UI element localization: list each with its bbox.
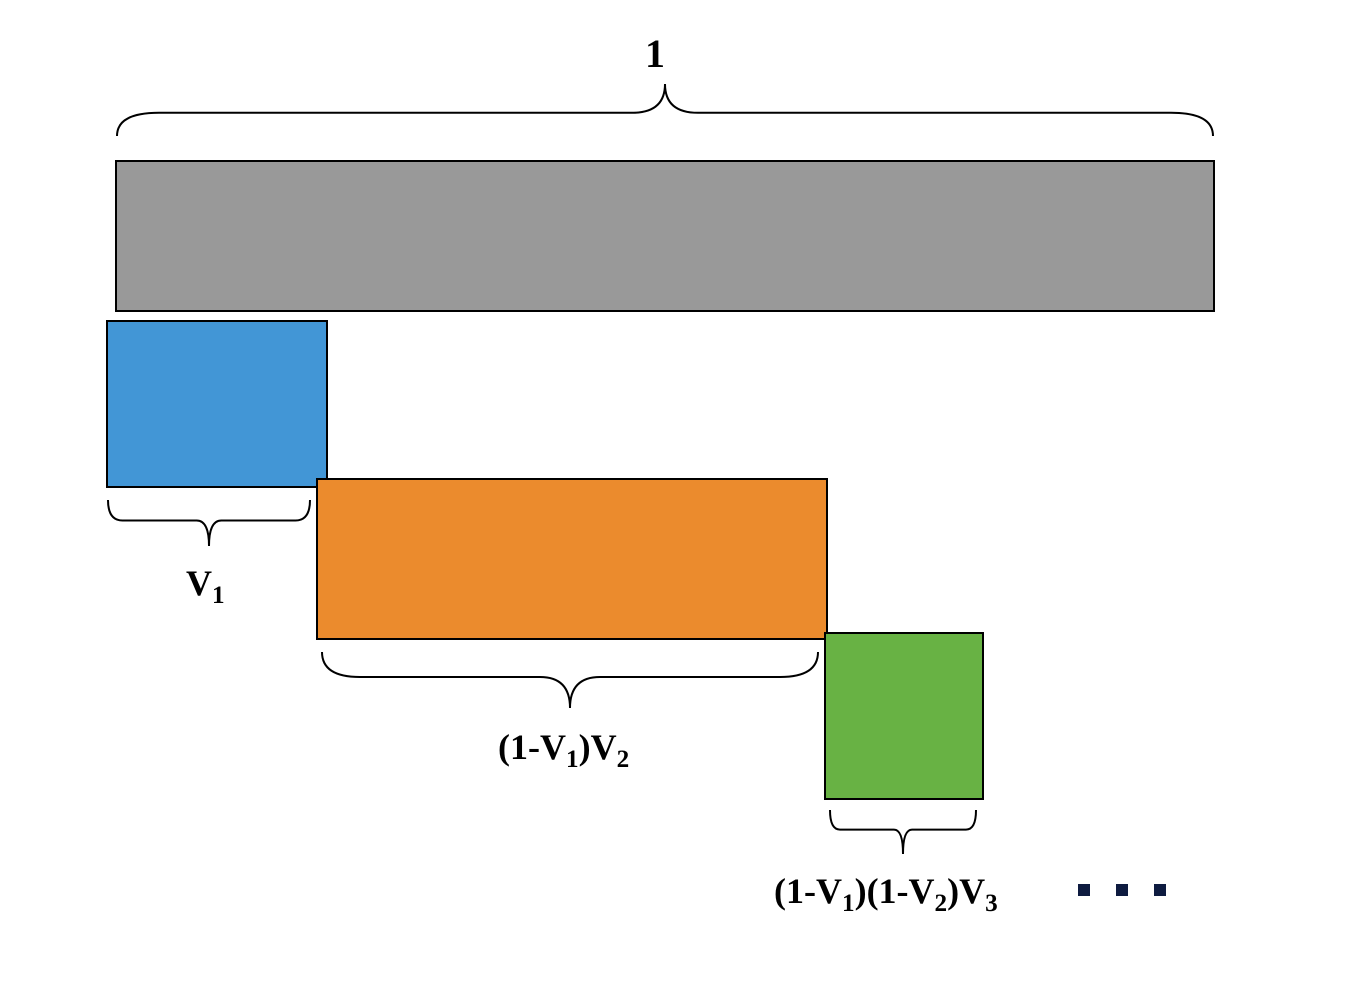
bar-orange: [316, 478, 828, 640]
ellipsis-dots: [1078, 884, 1166, 896]
dot-1: [1078, 884, 1090, 896]
label-v1: V1: [186, 562, 225, 610]
top-label: 1: [645, 30, 665, 77]
bar-blue: [106, 320, 328, 488]
brace-v1: [106, 498, 312, 548]
brace-v2: [320, 650, 820, 710]
brace-v3: [828, 808, 978, 856]
dot-2: [1116, 884, 1128, 896]
label-v3: (1-V1)(1-V2)V3: [774, 870, 998, 918]
dot-3: [1154, 884, 1166, 896]
top-brace: [115, 82, 1215, 138]
bar-green: [824, 632, 984, 800]
bar-grey: [115, 160, 1215, 312]
label-v2: (1-V1)V2: [498, 726, 629, 774]
